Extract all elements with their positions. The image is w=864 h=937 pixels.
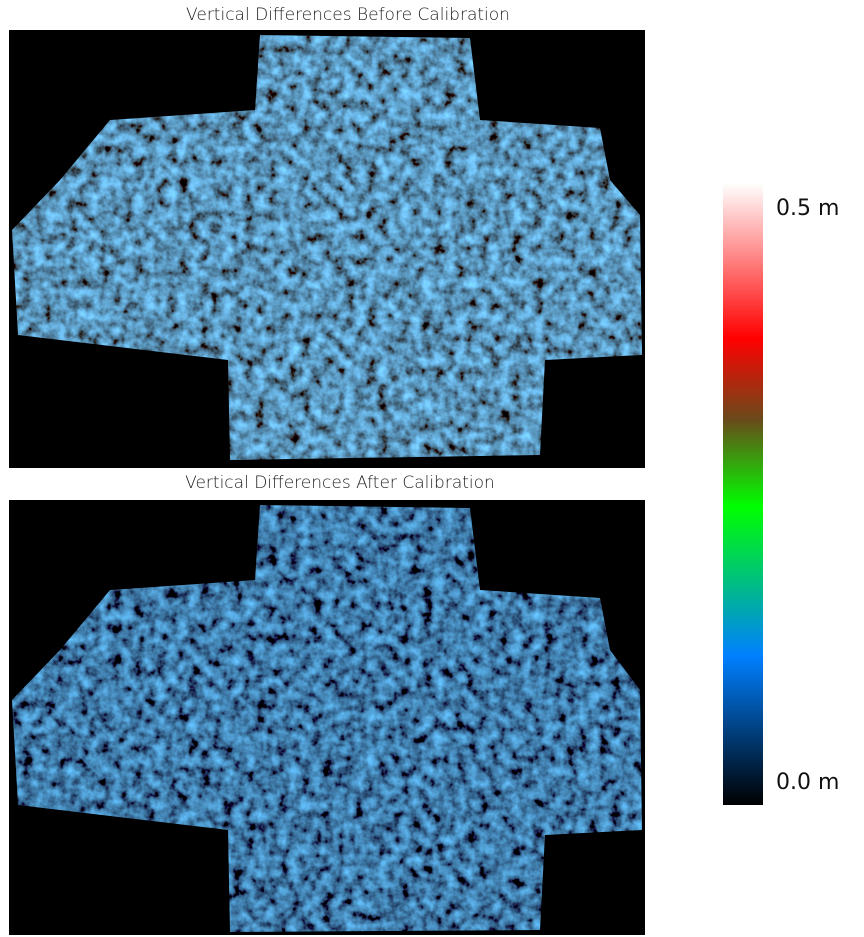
colorbar bbox=[723, 183, 763, 805]
panel-title: Vertical Differences Before Calibration bbox=[186, 5, 510, 25]
colorbar-min-label: 0.0 m bbox=[776, 770, 839, 795]
figure: Vertical Differences Before Calibration … bbox=[0, 0, 864, 937]
page: Vertical Differences Before Calibration … bbox=[0, 0, 864, 937]
panel-title: Vertical Differences After Calibration bbox=[185, 473, 495, 493]
colorbar-max-label: 0.5 m bbox=[776, 196, 839, 221]
